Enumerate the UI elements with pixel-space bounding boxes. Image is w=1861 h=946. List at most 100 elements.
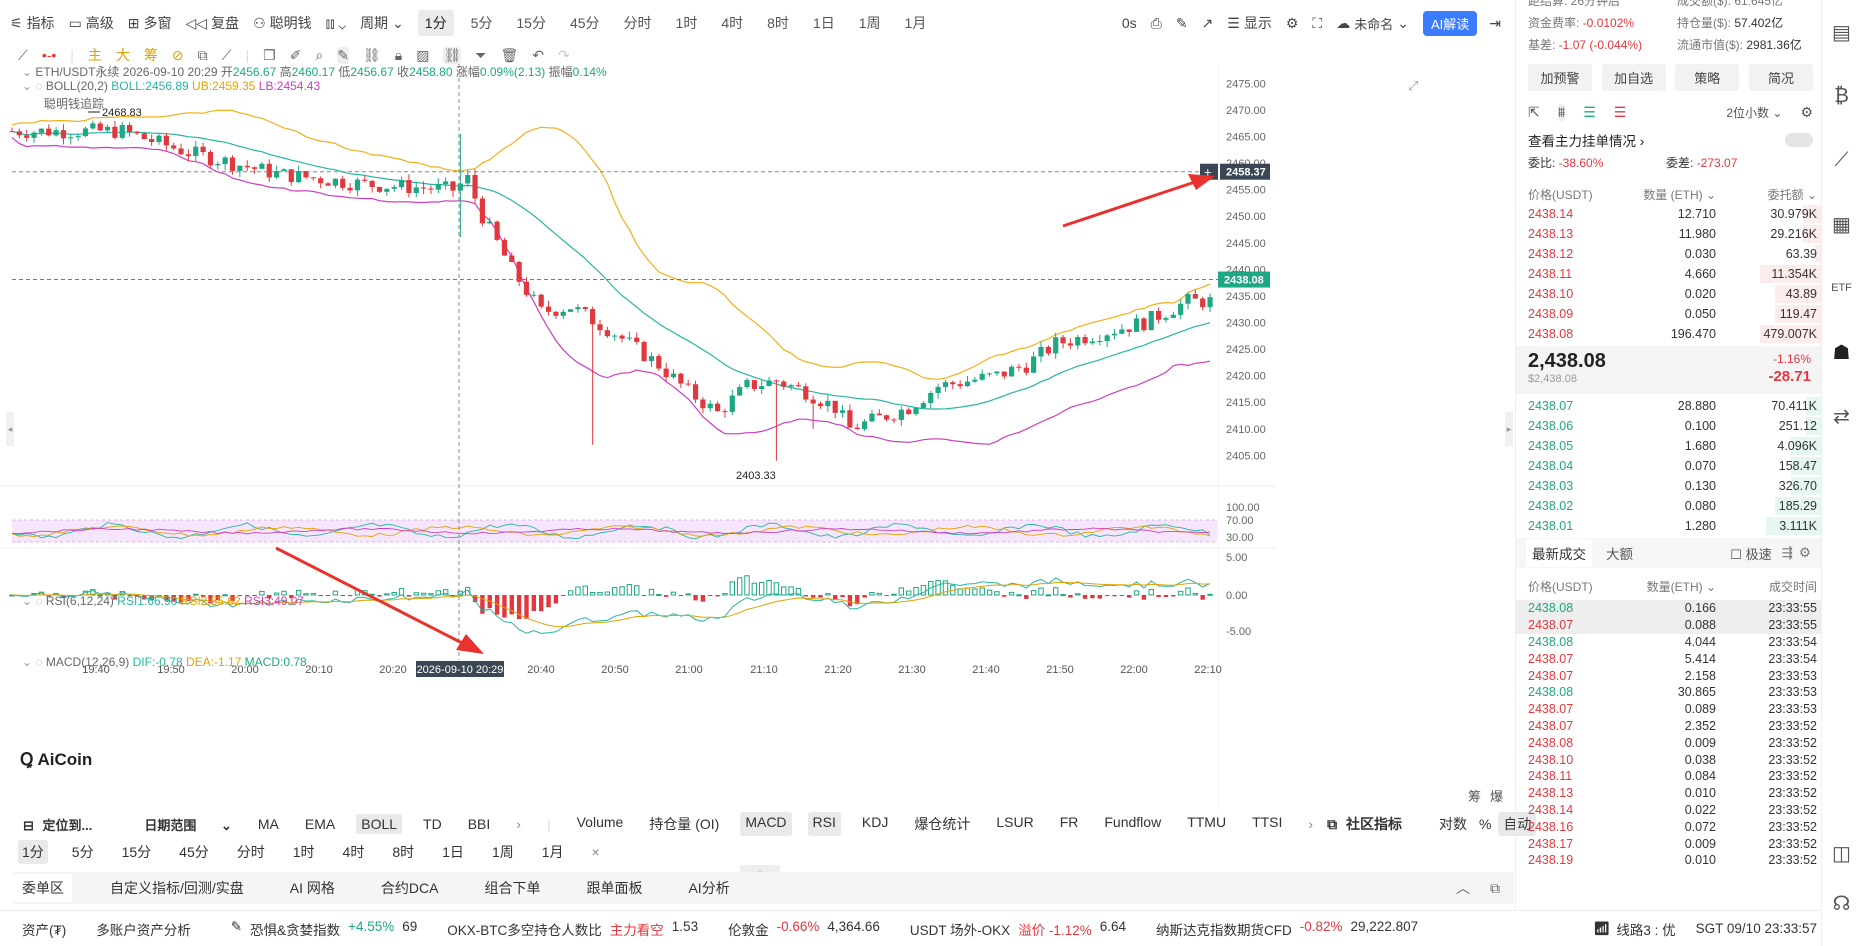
left-collapse-handle[interactable]: ◂ — [6, 412, 14, 446]
zoom-icon[interactable]: ⌕ — [315, 46, 324, 63]
sub-indicator-10[interactable]: TTSI — [1252, 814, 1283, 830]
sub-indicator-1[interactable]: 持仓量 (OI) — [649, 816, 720, 832]
fast-checkbox[interactable]: ☐ 极速 — [1730, 546, 1772, 562]
main-orders-toggle[interactable] — [1785, 133, 1813, 147]
orderbook-row[interactable]: 2438.09 0.050 119.47 — [1516, 304, 1821, 324]
latest-trades-tab[interactable]: 最新成交 — [1526, 539, 1592, 567]
doc-icon[interactable]: ▤ — [1832, 21, 1851, 44]
sub-indicator-9[interactable]: TTMU — [1187, 814, 1227, 830]
multi-window-button[interactable]: ⊞ 多窗 — [127, 14, 172, 32]
sub-indicator-0[interactable]: Volume — [576, 814, 624, 830]
period-10[interactable]: 1月 — [904, 15, 927, 31]
quick-period-10[interactable]: 1月 — [541, 844, 564, 860]
orderbook-row[interactable]: 2438.14 12.710 30.979K — [1516, 204, 1821, 224]
indicators-button[interactable]: ⚟ 指标 — [10, 14, 55, 32]
large-trades-tab[interactable]: 大额 — [1606, 547, 1633, 562]
decimals-dropdown[interactable]: 2位小数 ⌄ — [1726, 106, 1783, 120]
bottom-tab-2[interactable]: AI 网格 — [289, 880, 335, 896]
quick-period-3[interactable]: 45分 — [179, 844, 209, 860]
log-scale-toggle[interactable]: 对数 — [1438, 816, 1467, 832]
panel-resize-handle[interactable]: ︿ — [740, 865, 780, 874]
panel-button-3[interactable]: 简况 — [1748, 64, 1813, 91]
quick-period-5[interactable]: 1时 — [292, 844, 315, 860]
expand-icon[interactable]: ⇥ — [1489, 14, 1501, 31]
camera-icon[interactable]: ⎙ — [1150, 14, 1162, 31]
replay-button[interactable]: ◁◁ 复盘 — [185, 14, 240, 32]
orderbook-settings-icon[interactable]: ⚙ — [1800, 104, 1813, 120]
quick-period-6[interactable]: 4时 — [342, 844, 365, 860]
chat-icon[interactable]: ▭ — [1822, 928, 1861, 946]
period-1[interactable]: 5分 — [470, 15, 493, 31]
total-header[interactable]: 委托额 ⌄ — [1767, 187, 1817, 202]
template-icon[interactable]: ▨ — [416, 46, 430, 63]
period-2[interactable]: 15分 — [516, 15, 546, 31]
period-5[interactable]: 1时 — [675, 15, 698, 31]
panel-button-0[interactable]: 加预警 — [1528, 64, 1592, 91]
exchange-icon[interactable]: ⇄ — [1833, 405, 1850, 428]
period-4[interactable]: 分时 — [623, 15, 652, 31]
assets-label[interactable]: 资产(₮) — [22, 922, 67, 938]
orderbook-row[interactable]: 2438.06 0.100 251.12 — [1516, 416, 1821, 436]
okx-ratio-ticker[interactable]: OKX-BTC多空持仓人数比 主力看空 1.53 — [447, 918, 699, 938]
bitcoin-doc-icon[interactable]: ₿ — [1834, 84, 1849, 107]
close-icon[interactable]: × — [591, 844, 600, 860]
display-button[interactable]: ☰ 显示 — [1227, 14, 1272, 32]
locate-button[interactable]: ⊟ 定位到... — [23, 817, 93, 833]
undo-icon[interactable]: ↶ — [532, 46, 544, 63]
lock-icon[interactable]: 🔒︎ — [394, 46, 403, 63]
trade-qty-header[interactable]: 数量(ETH) ⌄ — [1646, 579, 1716, 594]
quick-period-1[interactable]: 5分 — [71, 844, 94, 860]
chart-fullscreen-icon[interactable]: ⤢ — [1408, 78, 1419, 93]
auto-scale-toggle[interactable]: 自动 — [1498, 812, 1537, 836]
measure-icon[interactable]: ⟋ — [221, 46, 232, 63]
main-indicator-ema[interactable]: EMA — [304, 816, 336, 832]
filter-icon[interactable]: ⏷ — [475, 46, 487, 63]
sub-indicator-7[interactable]: FR — [1059, 814, 1079, 830]
price-chart[interactable]: 2475.002470.002465.002460.002455.002450.… — [0, 64, 1275, 810]
settings-icon[interactable]: ⚙ — [1285, 14, 1299, 31]
no-entry-icon[interactable]: ⊘ — [171, 46, 184, 63]
right-collapse-handle[interactable]: ▸ — [1505, 412, 1513, 446]
quick-period-8[interactable]: 1日 — [442, 844, 464, 860]
multi-account-link[interactable]: 多账户资产分析 — [96, 922, 191, 938]
period-dropdown[interactable]: 周期 ⌄ — [360, 14, 404, 32]
bottom-tab-0[interactable]: 委单区 — [14, 874, 72, 902]
trend-icon[interactable]: ⟋ — [1834, 148, 1849, 171]
orderbook-row[interactable]: 2438.03 0.130 326.70 — [1516, 476, 1821, 496]
chip-label[interactable]: 筹 — [1468, 789, 1482, 804]
orderbook-row[interactable]: 2438.13 11.980 29.216K — [1516, 224, 1821, 244]
asks-view-icon[interactable]: ☰ — [1613, 104, 1627, 120]
trash-icon[interactable]: 🗑︎ — [500, 46, 519, 63]
eye-icon[interactable]: ◌ — [35, 594, 43, 608]
period-0[interactable]: 1分 — [417, 10, 454, 36]
period-3[interactable]: 45分 — [569, 15, 600, 31]
panel-button-2[interactable]: 策略 — [1675, 64, 1740, 91]
nasdaq-ticker[interactable]: 纳斯达克指数期货CFD -0.82% 29,222.807 — [1156, 918, 1419, 938]
bottom-tab-3[interactable]: 合约DCA — [380, 880, 439, 896]
sub-indicator-5[interactable]: 爆仓统计 — [914, 816, 971, 832]
ray-icon[interactable]: •‐• — [41, 47, 57, 63]
orderbook-row[interactable]: 2438.02 0.080 185.29 — [1516, 496, 1821, 516]
period-8[interactable]: 1日 — [812, 15, 835, 31]
visibility-icon[interactable]: ⛓ — [362, 46, 381, 63]
main-force-toggle[interactable]: 主 — [87, 47, 102, 63]
collapse-icon[interactable]: ⌄ — [22, 65, 33, 79]
date-range-dropdown[interactable]: 日期范围 ⌄ — [144, 817, 232, 833]
sub-indicator-4[interactable]: KDJ — [861, 814, 889, 830]
trade-filter-icon[interactable]: ⇶ — [1781, 545, 1793, 560]
collapse-icon[interactable]: ⌄ — [22, 655, 33, 669]
quick-period-4[interactable]: 分时 — [236, 844, 265, 860]
connection-line[interactable]: 线路3 : 优 — [1616, 922, 1676, 938]
orderbook-row[interactable]: 2438.08 196.470 479.007K — [1516, 324, 1821, 344]
popout-icon[interactable]: ⧉ — [1490, 879, 1500, 896]
pencil-icon[interactable]: ✎ — [1175, 14, 1188, 31]
main-orders-link[interactable]: 查看主力挂单情况 › — [1528, 134, 1645, 149]
sub-indicator-8[interactable]: Fundflow — [1104, 814, 1162, 830]
link-icon[interactable]: ⛓ — [443, 46, 462, 64]
trade-settings-icon[interactable]: ⚙ — [1798, 545, 1811, 560]
main-indicator-td[interactable]: TD — [423, 816, 442, 832]
quick-period-9[interactable]: 1周 — [491, 844, 514, 860]
sub-indicator-3[interactable]: RSI — [807, 812, 841, 836]
ai-interpret-button[interactable]: AI解读 — [1422, 10, 1478, 36]
bottom-tab-5[interactable]: 跟单面板 — [586, 880, 643, 896]
